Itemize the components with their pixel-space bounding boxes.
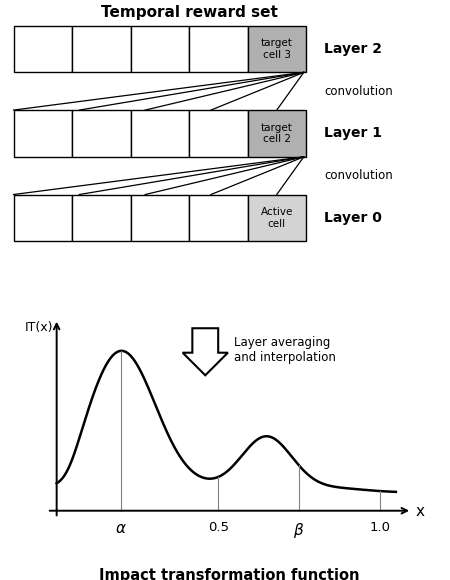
Bar: [130, 110, 189, 157]
Polygon shape: [183, 328, 228, 375]
Bar: [248, 26, 306, 72]
Text: Layer 2: Layer 2: [324, 42, 382, 56]
Bar: [72, 110, 130, 157]
Text: 0.5: 0.5: [208, 521, 229, 534]
Bar: [72, 26, 130, 72]
Text: target
cell 2: target cell 2: [261, 122, 292, 144]
Bar: [248, 110, 306, 157]
Text: convolution: convolution: [324, 169, 393, 182]
Text: Layer averaging
and interpolation: Layer averaging and interpolation: [234, 336, 336, 364]
Bar: [189, 110, 248, 157]
Bar: [14, 194, 72, 241]
Bar: [14, 110, 72, 157]
Text: Impact transformation function: Impact transformation function: [99, 568, 360, 580]
Text: Temporal reward set: Temporal reward set: [100, 5, 278, 20]
Bar: [248, 194, 306, 241]
Bar: [189, 194, 248, 241]
Bar: [72, 194, 130, 241]
Bar: [130, 194, 189, 241]
Bar: [189, 26, 248, 72]
Text: 1.0: 1.0: [369, 521, 390, 534]
Bar: [130, 26, 189, 72]
Text: Layer 0: Layer 0: [324, 211, 382, 225]
Text: IT(x): IT(x): [25, 321, 54, 333]
Text: Active
cell: Active cell: [261, 207, 293, 229]
Bar: [14, 26, 72, 72]
Text: target
cell 3: target cell 3: [261, 38, 292, 60]
Text: Layer 1: Layer 1: [324, 126, 382, 140]
Text: $\beta$: $\beta$: [293, 521, 305, 540]
Text: x: x: [415, 504, 424, 519]
Text: convolution: convolution: [324, 85, 393, 98]
Text: $\alpha$: $\alpha$: [115, 521, 127, 536]
